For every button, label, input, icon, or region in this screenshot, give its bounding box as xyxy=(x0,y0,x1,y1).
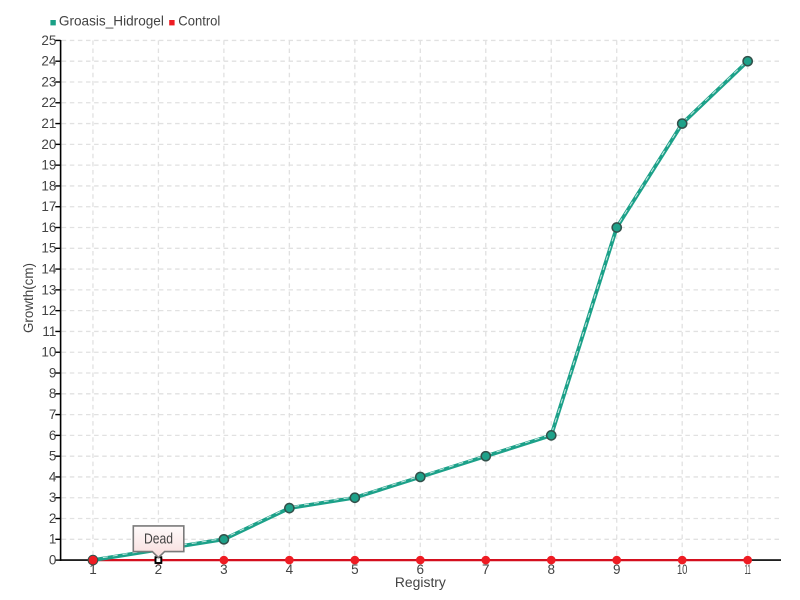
svg-text:5: 5 xyxy=(351,562,359,577)
svg-text:2: 2 xyxy=(49,511,57,526)
svg-text:24: 24 xyxy=(41,54,57,69)
svg-text:3: 3 xyxy=(49,490,57,505)
svg-text:11: 11 xyxy=(42,324,56,339)
svg-text:0: 0 xyxy=(49,553,57,568)
svg-text:3: 3 xyxy=(220,562,228,577)
svg-text:14: 14 xyxy=(41,261,57,276)
svg-text:6: 6 xyxy=(417,562,425,577)
svg-text:Groasis_Hidrogel: Groasis_Hidrogel xyxy=(59,13,164,28)
svg-text:10: 10 xyxy=(677,562,688,577)
svg-text:16: 16 xyxy=(41,220,56,235)
svg-text:15: 15 xyxy=(41,241,56,256)
svg-text:Control: Control xyxy=(178,13,220,28)
svg-text:7: 7 xyxy=(49,407,57,422)
svg-text:22: 22 xyxy=(41,95,56,110)
svg-text:5: 5 xyxy=(49,449,57,464)
svg-text:1: 1 xyxy=(89,562,97,577)
svg-text:4: 4 xyxy=(49,469,57,484)
svg-text:Registry: Registry xyxy=(395,575,446,590)
svg-text:7: 7 xyxy=(482,562,490,577)
svg-text:21: 21 xyxy=(41,116,56,131)
svg-text:12: 12 xyxy=(41,303,56,318)
svg-text:9: 9 xyxy=(613,562,621,577)
svg-text:19: 19 xyxy=(41,158,56,173)
svg-text:8: 8 xyxy=(547,562,555,577)
svg-text:4: 4 xyxy=(286,562,294,577)
svg-text:Dead: Dead xyxy=(144,531,173,548)
svg-text:25: 25 xyxy=(41,33,56,48)
svg-text:20: 20 xyxy=(41,137,56,152)
svg-text:23: 23 xyxy=(41,74,56,89)
svg-text:11: 11 xyxy=(745,562,751,577)
svg-text:8: 8 xyxy=(49,386,57,401)
svg-text:1: 1 xyxy=(49,532,57,547)
svg-text:6: 6 xyxy=(49,428,57,443)
svg-text:2: 2 xyxy=(155,562,163,577)
svg-text:18: 18 xyxy=(41,178,56,193)
svg-text:Growth(cm): Growth(cm) xyxy=(21,263,36,333)
svg-text:9: 9 xyxy=(49,365,57,380)
svg-text:13: 13 xyxy=(41,282,56,297)
svg-text:17: 17 xyxy=(41,199,56,214)
svg-text:10: 10 xyxy=(41,345,56,360)
